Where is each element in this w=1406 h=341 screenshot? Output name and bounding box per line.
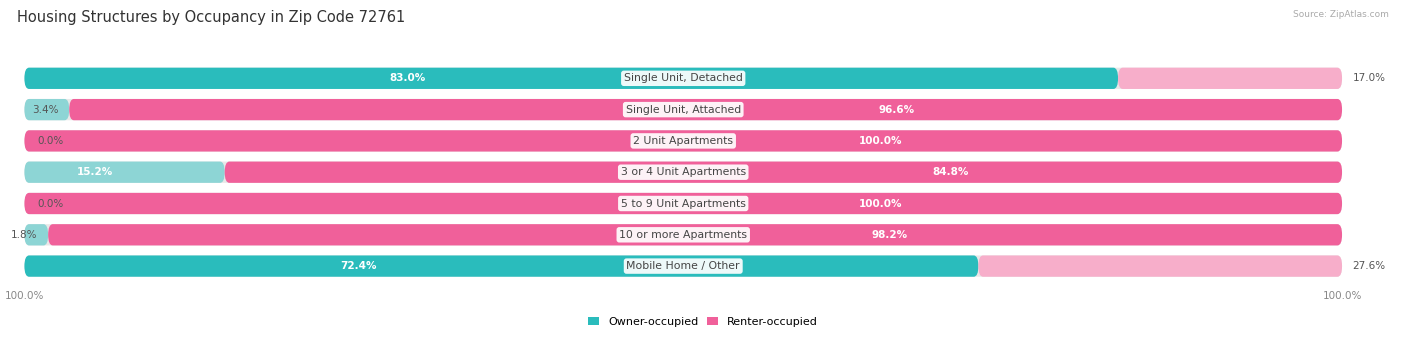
Text: 0.0%: 0.0% [38,136,63,146]
FancyBboxPatch shape [979,255,1343,277]
FancyBboxPatch shape [24,162,225,183]
Text: 3 or 4 Unit Apartments: 3 or 4 Unit Apartments [620,167,745,177]
Text: 0.0%: 0.0% [38,198,63,208]
Text: 15.2%: 15.2% [76,167,112,177]
FancyBboxPatch shape [69,99,1343,120]
FancyBboxPatch shape [24,130,1343,151]
Text: Housing Structures by Occupancy in Zip Code 72761: Housing Structures by Occupancy in Zip C… [17,10,405,25]
Text: 98.2%: 98.2% [872,230,907,240]
FancyBboxPatch shape [1118,68,1343,89]
Text: Single Unit, Attached: Single Unit, Attached [626,105,741,115]
Legend: Owner-occupied, Renter-occupied: Owner-occupied, Renter-occupied [583,312,823,331]
FancyBboxPatch shape [24,68,1118,89]
FancyBboxPatch shape [24,193,1343,214]
Text: 72.4%: 72.4% [340,261,377,271]
Text: 27.6%: 27.6% [1353,261,1386,271]
Text: 100.0%: 100.0% [859,198,903,208]
Text: 3.4%: 3.4% [32,105,59,115]
Text: 10 or more Apartments: 10 or more Apartments [619,230,747,240]
Text: 83.0%: 83.0% [389,73,426,83]
FancyBboxPatch shape [24,162,1343,183]
FancyBboxPatch shape [24,224,48,246]
FancyBboxPatch shape [24,224,1343,246]
Text: 2 Unit Apartments: 2 Unit Apartments [633,136,734,146]
FancyBboxPatch shape [24,193,1343,214]
FancyBboxPatch shape [24,99,1343,120]
Text: Single Unit, Detached: Single Unit, Detached [624,73,742,83]
FancyBboxPatch shape [48,224,1343,246]
FancyBboxPatch shape [24,99,69,120]
Text: 5 to 9 Unit Apartments: 5 to 9 Unit Apartments [621,198,745,208]
Text: Source: ZipAtlas.com: Source: ZipAtlas.com [1294,10,1389,19]
FancyBboxPatch shape [225,162,1343,183]
FancyBboxPatch shape [24,130,1343,151]
Text: Mobile Home / Other: Mobile Home / Other [627,261,740,271]
FancyBboxPatch shape [24,68,1343,89]
Text: 1.8%: 1.8% [11,230,38,240]
FancyBboxPatch shape [24,255,1343,277]
Text: 96.6%: 96.6% [879,105,915,115]
Text: 17.0%: 17.0% [1353,73,1385,83]
Text: 84.8%: 84.8% [932,167,969,177]
Text: 100.0%: 100.0% [859,136,903,146]
FancyBboxPatch shape [24,255,979,277]
